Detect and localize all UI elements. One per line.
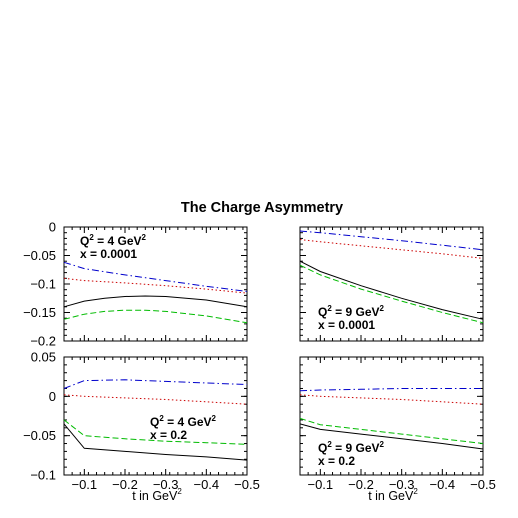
- y-tick-label: 0: [49, 389, 56, 404]
- x-tick-label: −0.4: [429, 477, 455, 492]
- y-tick-label: −0.1: [30, 468, 56, 483]
- y-tick-label: −0.05: [23, 428, 56, 443]
- plot-frame: [299, 356, 484, 476]
- svg-text:t in GeV2: t in GeV2: [132, 487, 182, 503]
- svg-text:t in GeV2: t in GeV2: [368, 487, 418, 503]
- x-axis-label-sup: 2: [413, 487, 418, 496]
- annotation-x: x = 0.2: [150, 428, 187, 442]
- panel-3: 0.05 0 −0.05 −0.1 −0.1 −0.2 −0.3 −0.4 −0.5 Q2 = 4…: [23, 350, 260, 493]
- x-axis-label-text: t in GeV: [132, 489, 178, 503]
- series-line-dashed: [63, 419, 248, 445]
- x-tick-label: −0.5: [234, 477, 260, 492]
- annotation-q2: Q2 = 4 GeV2: [150, 414, 217, 429]
- x-tick-label: −0.2: [348, 477, 374, 492]
- x-tick-label: −0.3: [389, 477, 415, 492]
- x-tick-label: −0.4: [193, 477, 219, 492]
- plot-frame: [63, 226, 248, 342]
- annotation-x: x = 0.2: [318, 454, 355, 468]
- annotation-x: x = 0.0001: [318, 318, 375, 332]
- series-line-dashdot: [63, 261, 248, 292]
- x-axis-label-right: t in GeV2: [368, 487, 418, 503]
- series-line-dotted: [299, 239, 484, 259]
- y-tick-label: −0.2: [30, 334, 56, 349]
- annotation-x: x = 0.0001: [80, 247, 137, 261]
- y-tick-label: −0.1: [30, 277, 56, 292]
- y-tick-label: −0.15: [23, 305, 56, 320]
- x-tick-label: −0.2: [112, 477, 138, 492]
- x-tick-label: −0.3: [153, 477, 179, 492]
- series-line-solid: [299, 423, 484, 450]
- series-line-dashdot: [299, 388, 483, 392]
- series-line-solid: [63, 295, 248, 308]
- series-line-dashdot: [299, 230, 484, 251]
- series-line-dotted: [63, 394, 248, 405]
- plot-frame: [63, 356, 248, 476]
- series-line-solid: [299, 260, 484, 320]
- annotation-q2: Q2 = 9 GeV2: [318, 440, 385, 455]
- x-tick-label: −0.1: [71, 477, 97, 492]
- series-line-dashed: [299, 264, 484, 324]
- y-tick-label: 0.05: [31, 350, 56, 365]
- y-tick-label: −0.05: [23, 248, 56, 263]
- x-axis-label-sup: 2: [177, 487, 182, 496]
- annotation-q2: Q2 = 9 GeV2: [318, 304, 385, 319]
- annotation-q2: Q2 = 4 GeV2: [80, 233, 147, 248]
- series-line-dotted: [63, 277, 248, 294]
- x-axis-label-text: t in GeV: [368, 489, 414, 503]
- series-line-dotted: [299, 394, 484, 405]
- x-axis-label-left: t in GeV2: [132, 487, 182, 503]
- series-line-dashed: [63, 309, 248, 324]
- y-tick-label: 0: [49, 220, 56, 235]
- series-line-solid: [63, 423, 248, 461]
- chart-title: The Charge Asymmetry: [181, 200, 343, 216]
- x-tick-label: −0.5: [470, 477, 496, 492]
- series-line-dashed: [299, 417, 484, 444]
- series-line-dashdot: [63, 379, 248, 389]
- x-tick-label: −0.1: [307, 477, 333, 492]
